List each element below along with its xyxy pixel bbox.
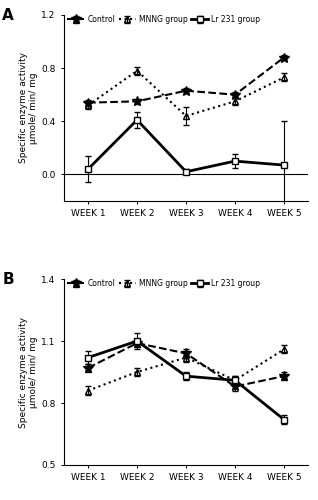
Y-axis label: Specific enzyme activity
μmole/ min/ mg: Specific enzyme activity μmole/ min/ mg (19, 316, 38, 428)
Legend: Control, MNNG group, Lr 231 group: Control, MNNG group, Lr 231 group (67, 279, 260, 288)
Legend: Control, MNNG group, Lr 231 group: Control, MNNG group, Lr 231 group (67, 15, 260, 24)
Text: B: B (3, 272, 14, 286)
Y-axis label: Specific enzyme activity
μmole/ min/ mg: Specific enzyme activity μmole/ min/ mg (19, 52, 38, 164)
Text: A: A (3, 8, 14, 22)
